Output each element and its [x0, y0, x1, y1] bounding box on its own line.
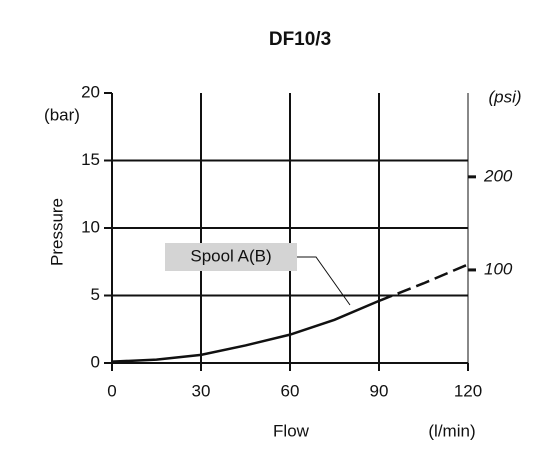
chart-title: DF10/3 — [269, 29, 331, 50]
y2-tick-label: 100 — [484, 259, 513, 278]
x-tick-label: 0 — [107, 381, 116, 400]
annotation-box — [165, 243, 297, 271]
curve — [111, 299, 380, 363]
y2-tick-label: 200 — [483, 166, 513, 185]
curve — [378, 263, 469, 303]
leader-line — [297, 256, 351, 306]
y-tick-label: 10 — [81, 217, 100, 236]
x-axis-label: Flow — [273, 421, 310, 440]
x-tick-label: 90 — [370, 381, 389, 400]
x-tick-label: 120 — [454, 381, 482, 400]
y-tick-label: 20 — [81, 82, 100, 101]
y-tick-label: 5 — [91, 285, 100, 304]
x-tick-label: 30 — [192, 381, 211, 400]
x-tick-label: 60 — [281, 381, 300, 400]
y-tick-label: 0 — [91, 352, 100, 371]
x-axis-unit: (l/min) — [428, 421, 475, 440]
y-tick-label: 15 — [81, 150, 100, 169]
y-axis-unit: (bar) — [44, 105, 80, 124]
y-axis-label: Pressure — [47, 198, 66, 266]
annotation: Spool A(B) — [190, 246, 271, 265]
y2-axis-unit: (psi) — [488, 87, 521, 106]
